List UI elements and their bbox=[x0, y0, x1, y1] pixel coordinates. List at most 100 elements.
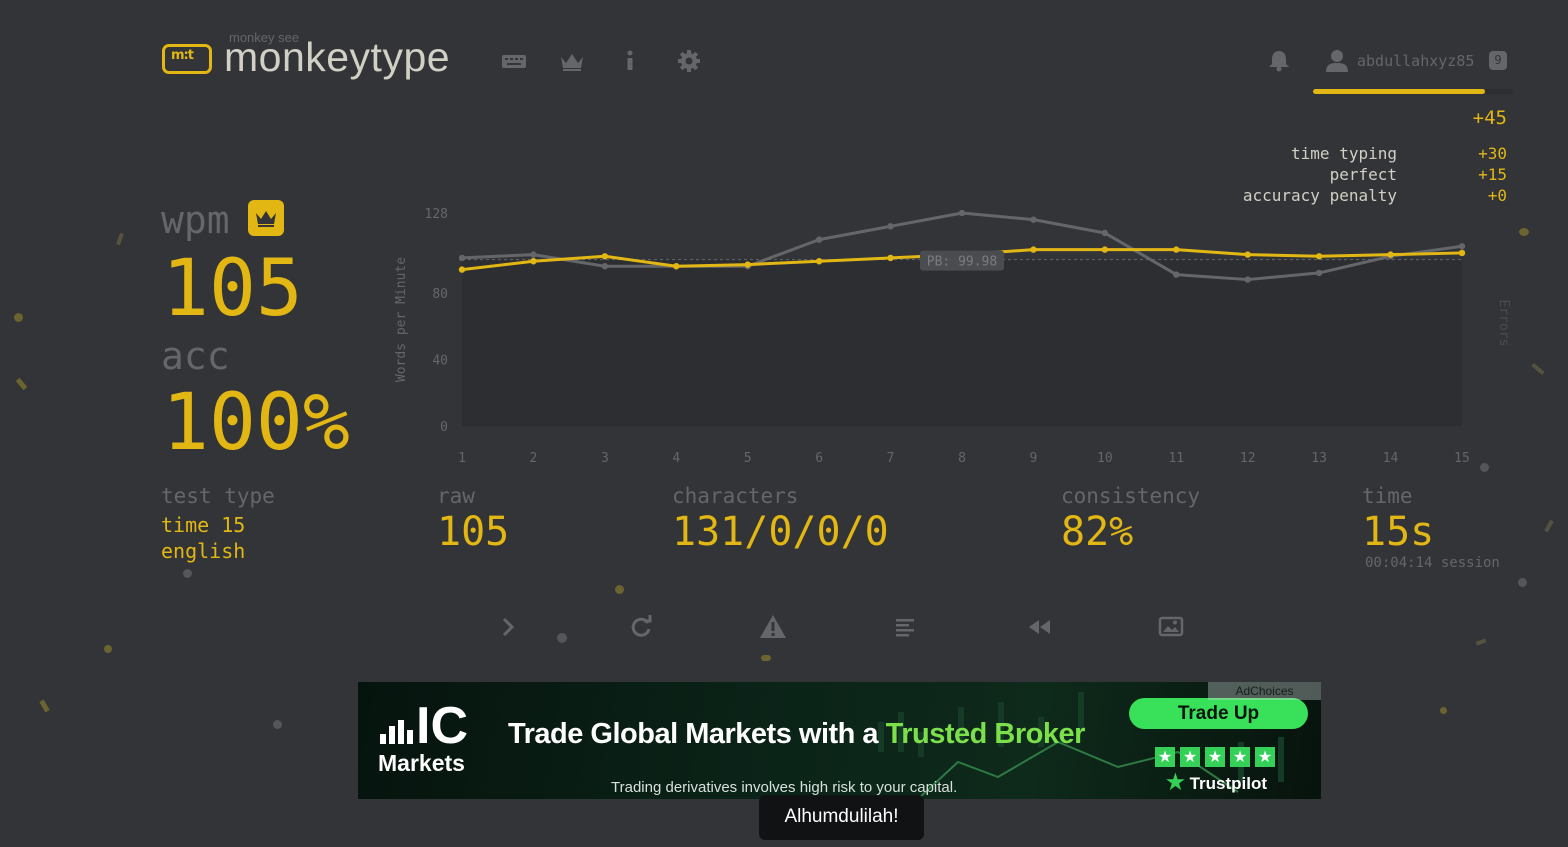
trustpilot-logo: ★ Trustpilot bbox=[1166, 770, 1267, 795]
raw-value: 105 bbox=[437, 509, 510, 555]
xp-total: +45 bbox=[1472, 107, 1507, 129]
series-point-raw bbox=[1173, 271, 1180, 278]
info-icon[interactable] bbox=[619, 48, 645, 74]
screenshot-button[interactable] bbox=[1156, 612, 1186, 642]
y2-axis-label: Errors bbox=[1496, 300, 1511, 347]
series-point-wpm bbox=[815, 258, 823, 265]
x-tick-label: 11 bbox=[1168, 451, 1184, 465]
series-point-wpm bbox=[1030, 246, 1037, 253]
next-test-button[interactable] bbox=[494, 612, 524, 642]
raw-label: raw bbox=[437, 484, 475, 508]
test-type-mode[interactable]: time 15 bbox=[161, 513, 246, 537]
confetti-dot bbox=[1518, 578, 1527, 587]
confetti-dot bbox=[104, 645, 112, 653]
confetti-dot bbox=[14, 313, 23, 322]
toast-message: Alhumdulilah! bbox=[759, 795, 924, 840]
confetti-dot bbox=[183, 569, 192, 578]
ad-headline-highlight: Trusted Broker bbox=[885, 718, 1086, 750]
series-point-raw bbox=[958, 209, 966, 217]
ad-headline: Trade Global Markets with a Trusted Brok… bbox=[508, 718, 1085, 751]
confetti-dot bbox=[273, 720, 282, 729]
acc-value: 100% bbox=[162, 378, 350, 468]
words-history-icon bbox=[896, 619, 914, 637]
series-point-wpm bbox=[1173, 246, 1180, 253]
series-point-wpm bbox=[673, 263, 680, 270]
series-point-wpm bbox=[458, 266, 466, 273]
logo-tagline: monkey see bbox=[229, 30, 300, 45]
x-tick-label: 13 bbox=[1311, 451, 1327, 465]
y-tick-label: 80 bbox=[432, 287, 448, 302]
ad-banner[interactable]: IC Markets Trade Global Markets with a T… bbox=[358, 682, 1321, 799]
series-point-wpm bbox=[1315, 253, 1323, 260]
gear-icon[interactable] bbox=[676, 48, 702, 74]
x-tick-label: 2 bbox=[530, 451, 538, 465]
series-point-raw bbox=[1030, 216, 1037, 223]
chevron-right-icon bbox=[502, 617, 515, 637]
test-type-label: test type bbox=[161, 484, 275, 508]
user-icon[interactable] bbox=[1325, 48, 1351, 74]
series-point-raw bbox=[887, 223, 894, 230]
confetti-dot bbox=[1544, 519, 1554, 533]
replay-button[interactable] bbox=[1024, 612, 1054, 642]
series-point-raw bbox=[1244, 276, 1251, 283]
words-history-button[interactable] bbox=[891, 612, 921, 642]
rating-star-icon: ★ bbox=[1205, 747, 1225, 767]
test-type-language[interactable]: english bbox=[161, 539, 246, 563]
wpm-label: wpm bbox=[161, 198, 230, 242]
restart-button[interactable] bbox=[626, 612, 656, 642]
series-point-wpm bbox=[744, 261, 751, 268]
xp-label-accuracy-penalty: accuracy penalty bbox=[1242, 186, 1397, 205]
xp-progress-remaining bbox=[1485, 89, 1513, 94]
restart-icon bbox=[631, 615, 652, 637]
y-tick-label: 40 bbox=[432, 353, 448, 368]
series-point-wpm bbox=[887, 254, 894, 262]
series-point-raw bbox=[458, 254, 466, 262]
x-tick-label: 7 bbox=[887, 451, 895, 465]
x-tick-label: 10 bbox=[1097, 451, 1113, 465]
x-tick-label: 6 bbox=[815, 451, 823, 465]
x-tick-label: 12 bbox=[1240, 451, 1256, 465]
confetti-dot bbox=[116, 232, 124, 246]
bell-icon[interactable] bbox=[1266, 48, 1292, 74]
crown-icon[interactable] bbox=[559, 48, 585, 74]
ad-disclaimer: Trading derivatives involves high risk t… bbox=[611, 779, 958, 796]
wpm-value: 105 bbox=[162, 244, 303, 334]
series-point-wpm bbox=[530, 258, 537, 265]
confetti-dot bbox=[761, 655, 771, 661]
keyboard-icon[interactable] bbox=[501, 48, 527, 74]
series-point-raw bbox=[1458, 243, 1466, 250]
report-button[interactable] bbox=[758, 612, 788, 642]
x-tick-label: 14 bbox=[1383, 451, 1399, 465]
time-label: time bbox=[1362, 484, 1413, 508]
pb-label: PB: 99.98 bbox=[927, 255, 997, 270]
x-tick-label: 3 bbox=[601, 451, 609, 465]
logo-text[interactable]: monkeytype bbox=[224, 34, 451, 80]
logo-mark[interactable]: m:t bbox=[162, 44, 212, 74]
series-point-wpm bbox=[1387, 251, 1394, 258]
confetti-dot bbox=[1531, 362, 1545, 376]
series-point-wpm bbox=[1458, 249, 1466, 257]
xp-value-perfect: +15 bbox=[1478, 165, 1507, 184]
adchoices-badge[interactable]: AdChoices bbox=[1208, 682, 1321, 700]
image-icon bbox=[1158, 616, 1184, 637]
series-point-wpm bbox=[601, 253, 609, 260]
username[interactable]: abdullahxyz85 bbox=[1357, 52, 1475, 70]
y-tick-label: 128 bbox=[425, 207, 448, 222]
rating-star-icon: ★ bbox=[1255, 747, 1275, 767]
logo-mark-text: m:t bbox=[171, 48, 194, 63]
series-point-raw bbox=[1315, 269, 1323, 277]
pb-label-box bbox=[920, 250, 1004, 271]
chart-plot-area bbox=[462, 259, 1462, 426]
x-tick-label: 8 bbox=[958, 451, 966, 465]
confetti-dot bbox=[557, 633, 567, 643]
consistency-value: 82% bbox=[1061, 509, 1134, 555]
ad-cta-button[interactable]: Trade Up bbox=[1129, 698, 1308, 729]
trustpilot-label: Trustpilot bbox=[1189, 774, 1268, 793]
ic-markets-logo-markets: Markets bbox=[378, 750, 465, 776]
series-point-wpm bbox=[1101, 246, 1109, 253]
series-point-raw bbox=[815, 236, 823, 243]
consistency-label: consistency bbox=[1061, 484, 1201, 508]
confetti-dot bbox=[39, 699, 50, 713]
rating-star-icon: ★ bbox=[1180, 747, 1200, 767]
